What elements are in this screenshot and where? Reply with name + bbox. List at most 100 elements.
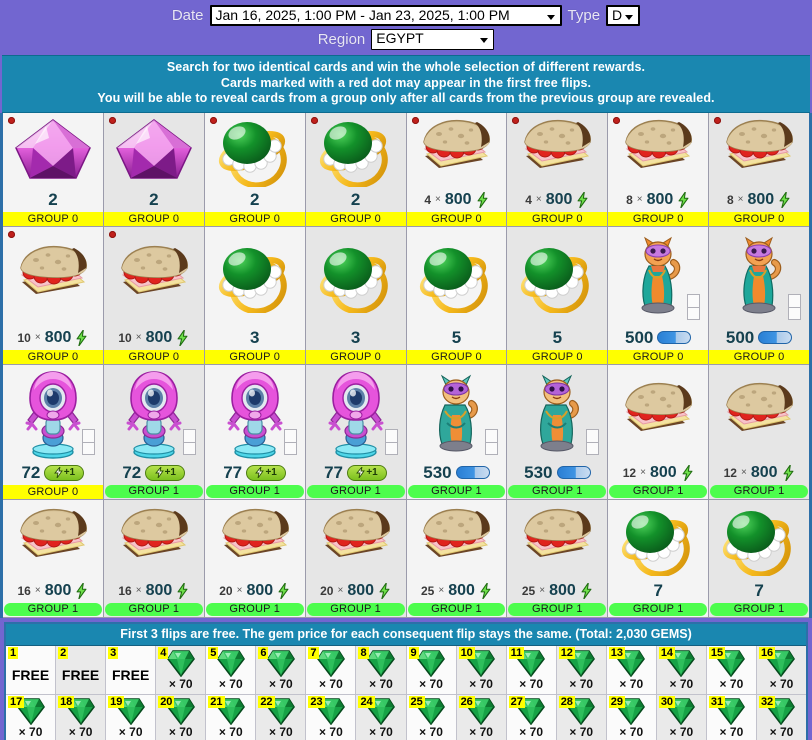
flip-cost-panel: First 3 flips are free. The gem price fo… xyxy=(4,621,808,740)
green-ring-icon xyxy=(521,248,590,313)
reward-card[interactable]: 2 GROUP 0 xyxy=(103,112,205,227)
flip-number: 6 xyxy=(258,646,269,659)
reward-card[interactable]: 7 GROUP 1 xyxy=(608,499,710,618)
pink-alien-robot-icon xyxy=(25,370,81,459)
reward-card[interactable]: 72 +1 GROUP 0 xyxy=(3,364,104,500)
reward-card[interactable]: 25 × 800 GROUP 1 xyxy=(507,499,609,618)
reward-card[interactable]: 7 GROUP 1 xyxy=(709,499,809,618)
card-group-label: GROUP 1 xyxy=(104,484,203,498)
flip-cost-cell[interactable]: 21 × 70 xyxy=(206,693,257,740)
reward-card[interactable]: 25 × 800 GROUP 1 xyxy=(406,499,508,618)
date-range-select[interactable]: Jan 16, 2025, 1:00 PM - Jan 23, 2025, 1:… xyxy=(209,4,562,26)
flip-cost-cell[interactable]: 8 × 70 xyxy=(356,645,407,694)
flip-cost-cell[interactable]: 28 × 70 xyxy=(556,693,607,740)
flip-cost-cell[interactable]: 7 × 70 xyxy=(306,645,357,694)
flip-cost-cell[interactable]: 30 × 70 xyxy=(656,693,707,740)
reward-card[interactable]: 4 × 800 GROUP 0 xyxy=(507,112,609,227)
lightning-bolt-icon xyxy=(480,582,491,599)
flip-cost-cell[interactable]: 17 × 70 xyxy=(6,693,57,740)
reward-card[interactable]: 16 × 800 GROUP 1 xyxy=(103,499,205,618)
reward-card[interactable]: 72 +1 GROUP 1 xyxy=(103,364,205,500)
flip-cost-cell[interactable]: 3 FREE xyxy=(106,645,157,694)
reward-card[interactable]: 5 GROUP 0 xyxy=(507,226,609,365)
flip-cost-cell[interactable]: 23 × 70 xyxy=(306,693,357,740)
reward-card[interactable]: 77 +1 GROUP 1 xyxy=(305,364,407,500)
card-amount: 800 xyxy=(444,190,472,208)
flip-cost-cell[interactable]: 20 × 70 xyxy=(156,693,207,740)
flip-cost-cell[interactable]: 25 × 70 xyxy=(406,693,457,740)
reward-card[interactable]: 530 GROUP 1 xyxy=(406,364,508,500)
reward-card[interactable]: 530 GROUP 1 xyxy=(507,364,609,500)
card-amount: 72 xyxy=(21,462,41,482)
flip-cost-label: × 70 xyxy=(268,676,293,691)
flip-cost-cell[interactable]: 4 × 70 xyxy=(156,645,207,694)
flip-cost-cell[interactable]: 26 × 70 xyxy=(456,693,507,740)
reward-card[interactable]: 77 +1 GROUP 1 xyxy=(204,364,306,500)
reward-card[interactable]: 4 × 800 GROUP 0 xyxy=(406,112,508,227)
reward-card[interactable]: 8 × 800 GROUP 0 xyxy=(709,112,809,227)
card-group-label: GROUP 1 xyxy=(407,484,506,498)
flip-cost-cell[interactable]: 18 × 70 xyxy=(56,693,107,740)
times-symbol: × xyxy=(737,194,744,205)
reward-card[interactable]: 2 GROUP 0 xyxy=(204,112,306,227)
flip-cost-cell[interactable]: 15 × 70 xyxy=(706,645,757,694)
flip-cost-cell[interactable]: 12 × 70 xyxy=(556,645,607,694)
card-amount: 800 xyxy=(549,581,576,599)
flip-cost-cell[interactable]: 1 FREE xyxy=(6,645,57,694)
flip-cost-cell[interactable]: 31 × 70 xyxy=(706,693,757,740)
flip-cost-cell[interactable]: 32 × 70 xyxy=(756,693,806,740)
flip-cost-label: × 70 xyxy=(218,724,243,739)
card-multiplier: 25 xyxy=(521,583,536,598)
flip-cost-cell[interactable]: 22 × 70 xyxy=(256,693,307,740)
times-symbol: × xyxy=(438,585,445,596)
reward-card[interactable]: 20 × 800 GROUP 1 xyxy=(204,499,306,618)
type-select[interactable]: D xyxy=(606,4,641,26)
reward-card[interactable]: 12 × 800 GROUP 1 xyxy=(608,364,710,500)
flip-cost-cell[interactable]: 27 × 70 xyxy=(506,693,557,740)
reward-card[interactable]: 8 × 800 GROUP 0 xyxy=(608,112,710,227)
flip-free-label: FREE xyxy=(61,666,100,683)
flip-cost-cell[interactable]: 2 FREE xyxy=(56,645,107,694)
flip-cost-cell[interactable]: 13 × 70 xyxy=(606,645,657,694)
red-dot-indicator xyxy=(512,116,520,124)
reward-card[interactable]: 10 × 800 GROUP 0 xyxy=(103,226,205,365)
flip-cost-cell[interactable]: 11 × 70 xyxy=(506,645,557,694)
flip-cost-cell[interactable]: 6 × 70 xyxy=(256,645,307,694)
flip-cost-label: × 70 xyxy=(569,676,594,691)
orange-cat-statue-icon xyxy=(742,236,782,314)
reward-card[interactable]: 2 GROUP 0 xyxy=(3,112,104,227)
flip-cost-cell[interactable]: 29 × 70 xyxy=(606,693,657,740)
reward-card[interactable]: 2 GROUP 0 xyxy=(305,112,407,227)
flip-cost-cell[interactable]: 16 × 70 xyxy=(756,645,806,694)
flip-number: 5 xyxy=(208,646,219,659)
card-group-label: GROUP 1 xyxy=(407,602,506,616)
lightning-bolt-icon xyxy=(177,582,188,599)
flip-cost-cell[interactable]: 10 × 70 xyxy=(456,645,507,694)
reward-card[interactable]: 10 × 800 GROUP 0 xyxy=(3,226,104,365)
reward-card[interactable]: 3 GROUP 0 xyxy=(204,226,306,365)
reward-card[interactable]: 20 × 800 GROUP 1 xyxy=(305,499,407,618)
reward-card[interactable]: 500 GROUP 0 xyxy=(709,226,809,365)
lightning-bolt-icon xyxy=(682,464,693,481)
card-artwork xyxy=(104,365,204,463)
reward-card[interactable]: 5 GROUP 0 xyxy=(406,226,508,365)
green-energy-pill-icon: +1 xyxy=(246,464,287,481)
header-row-date: Date Jan 16, 2025, 1:00 PM - Jan 23, 202… xyxy=(0,3,812,27)
reward-card[interactable]: 12 × 800 GROUP 1 xyxy=(709,364,809,500)
times-symbol: × xyxy=(640,467,646,478)
reward-card[interactable]: 500 GROUP 0 xyxy=(608,226,710,365)
reward-card[interactable]: 3 GROUP 0 xyxy=(305,226,407,365)
flip-cost-cell[interactable]: 5 × 70 xyxy=(206,645,257,694)
flip-cost-cell[interactable]: 9 × 70 xyxy=(406,645,457,694)
flip-cost-label: × 70 xyxy=(669,724,694,739)
reward-card[interactable]: 16 × 800 GROUP 1 xyxy=(3,499,104,618)
flip-cost-cell[interactable]: 24 × 70 xyxy=(356,693,407,740)
flip-cost-cell[interactable]: 19 × 70 xyxy=(106,693,157,740)
region-select[interactable]: EGYPT xyxy=(371,28,495,50)
times-symbol: × xyxy=(740,467,747,478)
card-amount: 530 xyxy=(524,462,553,482)
flip-cost-cell[interactable]: 14 × 70 xyxy=(656,645,707,694)
flip-cost-label: × 70 xyxy=(419,724,443,739)
red-dot-indicator xyxy=(613,116,621,124)
card-amount: 800 xyxy=(750,463,778,481)
